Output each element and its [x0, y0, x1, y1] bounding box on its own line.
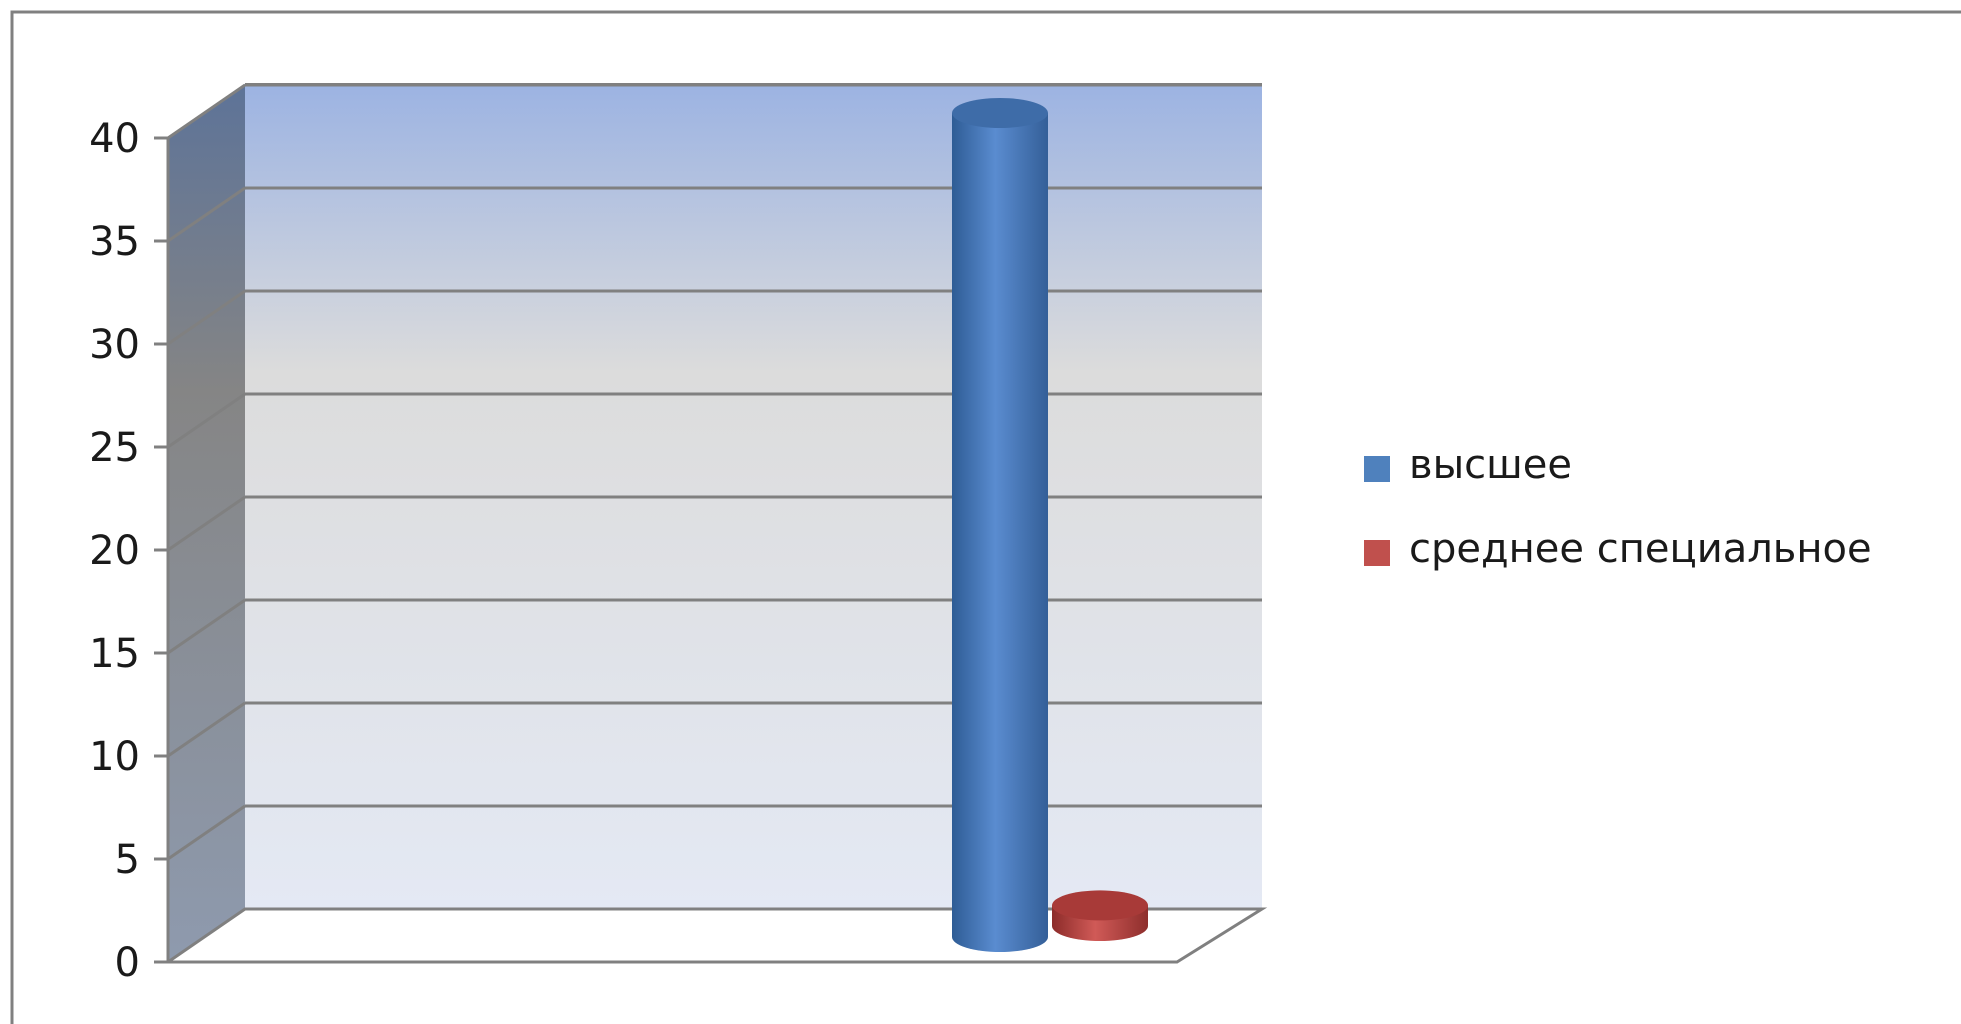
y-tick-label: 20 [89, 528, 140, 574]
legend-label: среднее специальное [1409, 526, 1872, 572]
gridline-side [167, 186, 246, 243]
bar-top [952, 98, 1048, 128]
gridline-side [167, 598, 246, 655]
plot-area [163, 83, 1268, 964]
chart-frame [10, 10, 1961, 1024]
y-axis-ticks: 0 5 10 15 20 25 30 35 40 [89, 116, 170, 986]
y-tick-label: 30 [89, 322, 140, 368]
gridline-side [167, 392, 246, 449]
legend-swatch [1364, 540, 1390, 566]
y-tick-label: 15 [89, 631, 140, 677]
y-tick-label: 5 [115, 837, 140, 883]
y-tick-label: 10 [89, 734, 140, 780]
bars [952, 98, 1148, 952]
bar-body [952, 113, 1048, 952]
gridline-side [167, 83, 246, 140]
gridline-side [167, 701, 246, 758]
gridline-side [167, 289, 246, 346]
legend: высшее среднее специальное [1364, 442, 1872, 572]
gridline-side [167, 804, 246, 861]
y-tick-label: 35 [89, 219, 140, 265]
y-tick-label: 0 [115, 940, 140, 986]
bar-top [1052, 890, 1148, 921]
gridline-side [167, 495, 246, 552]
legend-swatch [1364, 456, 1390, 482]
bar-vysshee [952, 98, 1048, 952]
bar-srednee-specialnoe [1052, 890, 1148, 941]
y-tick-label: 40 [89, 116, 140, 162]
y-tick-label: 25 [89, 425, 140, 471]
legend-label: высшее [1409, 442, 1572, 488]
